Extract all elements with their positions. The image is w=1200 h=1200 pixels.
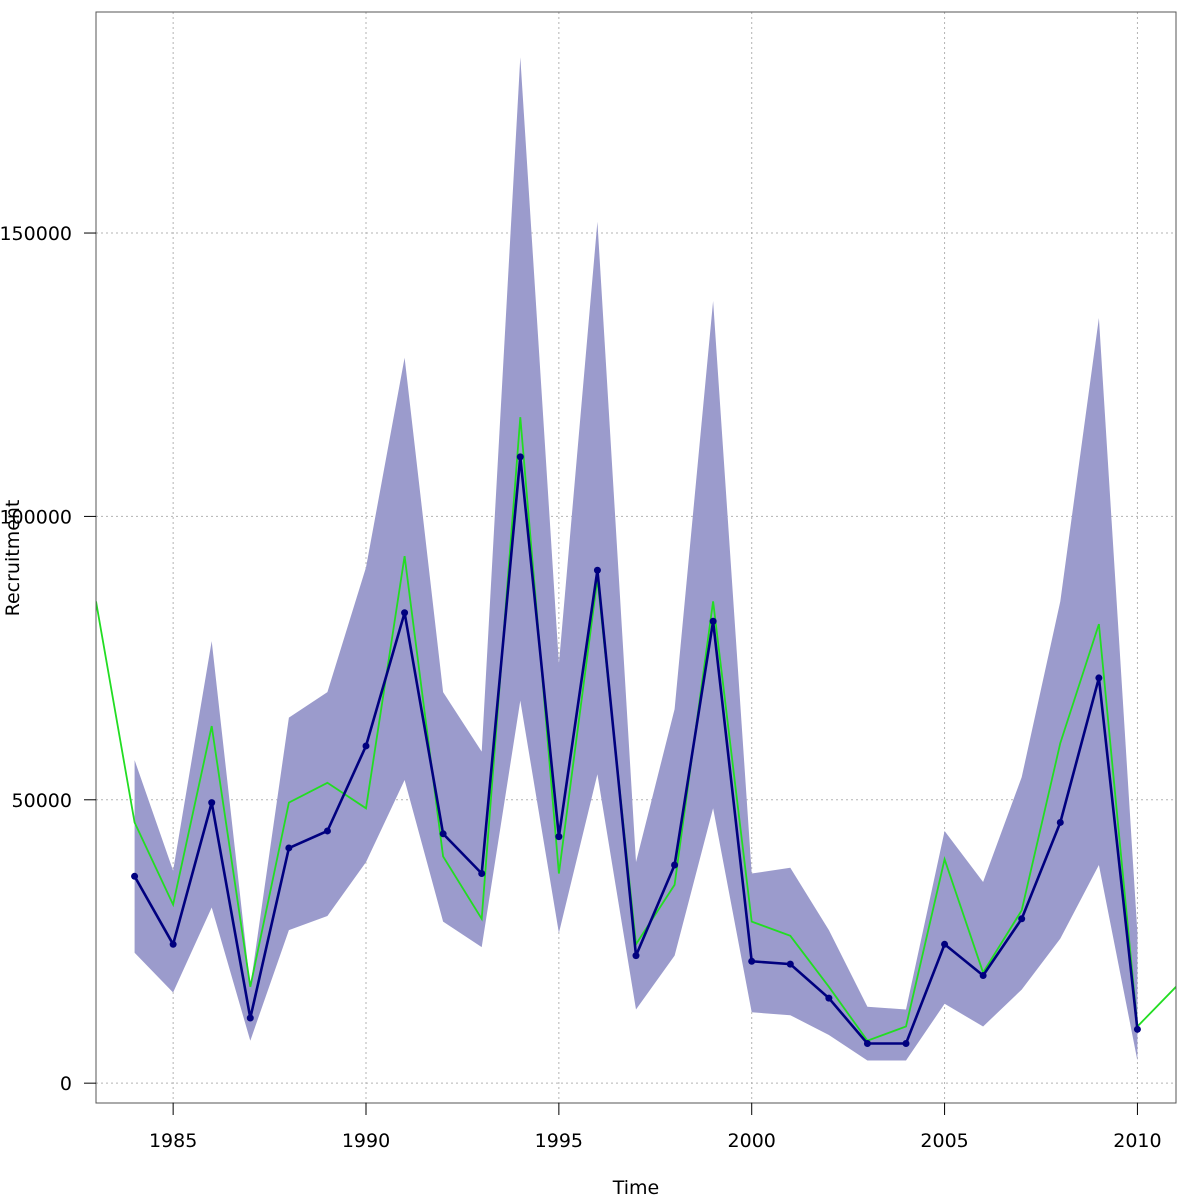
series-point-estimate xyxy=(208,799,216,807)
x-tick-label: 2005 xyxy=(920,1130,968,1152)
series-point-estimate xyxy=(131,872,139,880)
series-point-estimate xyxy=(748,957,756,965)
series-point-estimate xyxy=(555,833,563,841)
y-tick-label: 50000 xyxy=(12,790,72,812)
y-tick-label: 100000 xyxy=(0,506,72,528)
axes: 1985 1990 1995 2000 2005 2010 0 50000 100000 1500… xyxy=(0,223,1162,1152)
series-point-estimate xyxy=(593,566,601,574)
y-tick-label: 150000 xyxy=(0,223,72,245)
x-tick-label: 1995 xyxy=(535,1130,583,1152)
series-point-estimate xyxy=(902,1039,910,1047)
grid-lines xyxy=(96,12,1176,1103)
series-point-estimate xyxy=(246,1014,254,1022)
series-point-estimate xyxy=(709,617,717,625)
series-point-estimate xyxy=(825,994,833,1002)
series-point-estimate xyxy=(362,742,370,750)
confidence-band-area xyxy=(134,57,1138,1061)
series-point-estimate xyxy=(1056,818,1064,826)
series-point-estimate xyxy=(478,869,486,877)
y-axis-title: Recruitment xyxy=(2,500,24,617)
series-point-estimate xyxy=(439,830,447,838)
series-point-estimate xyxy=(941,940,949,948)
series-point-estimate xyxy=(1018,915,1026,923)
x-tick-label: 1985 xyxy=(149,1130,197,1152)
series-point-estimate xyxy=(863,1039,871,1047)
confidence-band xyxy=(134,57,1138,1061)
series-point-estimate xyxy=(1095,674,1103,682)
series-point-estimate xyxy=(671,861,679,869)
series-point-estimate xyxy=(169,940,177,948)
series-point-estimate xyxy=(632,952,640,960)
x-tick-label: 2000 xyxy=(728,1130,776,1152)
series-point-estimate xyxy=(323,827,331,835)
y-tick-label: 0 xyxy=(60,1073,72,1095)
series-point-estimate xyxy=(401,609,409,617)
data-series xyxy=(96,417,1176,1047)
plot-frame xyxy=(95,11,1177,1104)
x-tick-label: 1990 xyxy=(342,1130,390,1152)
series-point-estimate xyxy=(786,960,794,968)
series-point-estimate xyxy=(285,844,293,852)
x-axis-title: Time xyxy=(612,1177,660,1199)
series-point-estimate xyxy=(516,453,524,461)
series-point-estimate xyxy=(979,971,987,979)
x-tick-label: 2010 xyxy=(1113,1130,1161,1152)
series-point-estimate xyxy=(1133,1025,1141,1033)
